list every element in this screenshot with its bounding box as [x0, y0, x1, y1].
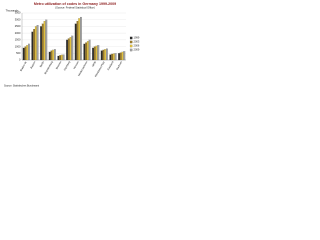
bar	[114, 53, 117, 61]
legend-swatch	[129, 44, 133, 48]
bar	[121, 51, 124, 61]
x-tick-label: Hessen	[73, 60, 80, 69]
x-tick-label: Sachsen	[116, 60, 124, 70]
legend-label: 2009	[134, 48, 140, 52]
chart-title: Metro utilization of codes in Germany 19…	[34, 2, 116, 6]
bar	[31, 31, 34, 61]
bar	[119, 52, 122, 61]
x-tick-label: Brandenburg	[44, 60, 54, 75]
bar	[86, 41, 89, 61]
bar	[48, 51, 51, 61]
x-tick-label: Rheinland-Pfalz	[94, 60, 106, 77]
bar	[59, 55, 62, 61]
x-tick-label: Baden-W.	[20, 61, 28, 72]
bar	[106, 48, 108, 61]
bar	[40, 26, 42, 61]
y-tick-label: 1000	[15, 44, 21, 48]
bar	[62, 54, 65, 61]
bar	[93, 46, 96, 61]
bar	[95, 45, 98, 61]
x-tick-label: Hamburg	[63, 60, 71, 71]
legend-label: 1999	[134, 36, 140, 40]
bar	[83, 43, 86, 61]
bar	[60, 54, 63, 61]
bar	[76, 21, 79, 61]
bar	[66, 39, 68, 61]
bar	[112, 53, 115, 61]
bar	[80, 16, 82, 61]
y-tick-label: 2500	[15, 24, 21, 28]
legend-label: 2006	[134, 44, 140, 48]
bar	[118, 53, 120, 61]
bar	[41, 23, 44, 61]
bar	[52, 49, 55, 61]
bar	[111, 53, 114, 61]
y-tick-label: 1500	[15, 38, 21, 42]
bar	[67, 38, 70, 61]
legend-swatch	[129, 48, 133, 52]
bar	[22, 47, 25, 61]
bar	[57, 55, 60, 61]
bar	[109, 54, 112, 61]
bar	[104, 49, 107, 61]
y-tick-label: 3000	[15, 17, 21, 21]
source-note: Source: Statistisches Bundesamt	[4, 85, 39, 88]
legend-label: 2003	[134, 40, 140, 44]
bar	[45, 19, 48, 61]
y-tick-label: 500	[16, 51, 21, 55]
bar	[92, 47, 94, 61]
bar	[33, 29, 36, 61]
x-tick-label: Niedersachsen	[77, 60, 88, 76]
bar	[71, 35, 74, 61]
y-tick-label: 0	[19, 58, 21, 62]
bar	[43, 21, 46, 61]
bar	[54, 49, 56, 61]
bar	[123, 51, 126, 61]
bar	[74, 23, 77, 61]
bar	[102, 49, 105, 61]
bar	[34, 26, 37, 61]
x-tick-label: Saarland	[107, 60, 115, 71]
x-tick-label: Bayern	[30, 60, 37, 69]
bar	[50, 50, 53, 61]
bar	[78, 18, 81, 61]
bar	[85, 42, 88, 61]
bar	[100, 50, 103, 61]
legend-swatch	[129, 40, 133, 44]
y-axis-label: Thousands	[6, 9, 20, 13]
bar	[28, 43, 30, 61]
bar	[26, 45, 29, 61]
x-tick-label: Bremen	[55, 60, 62, 70]
bar	[88, 39, 91, 61]
chart-subtitle: (Source: Federal Statistical Office)	[55, 6, 95, 10]
bar	[24, 46, 27, 61]
y-tick-label: 2000	[15, 31, 21, 35]
y-tick-label: 3500	[15, 11, 21, 15]
legend-swatch	[129, 36, 133, 40]
bar	[97, 45, 100, 61]
chart: Metro utilization of codes in Germany 19…	[0, 0, 150, 89]
bar	[36, 25, 39, 61]
bar	[69, 37, 72, 61]
x-tick-label: Berlin	[39, 60, 45, 68]
x-tick-label: NRW	[92, 60, 98, 67]
